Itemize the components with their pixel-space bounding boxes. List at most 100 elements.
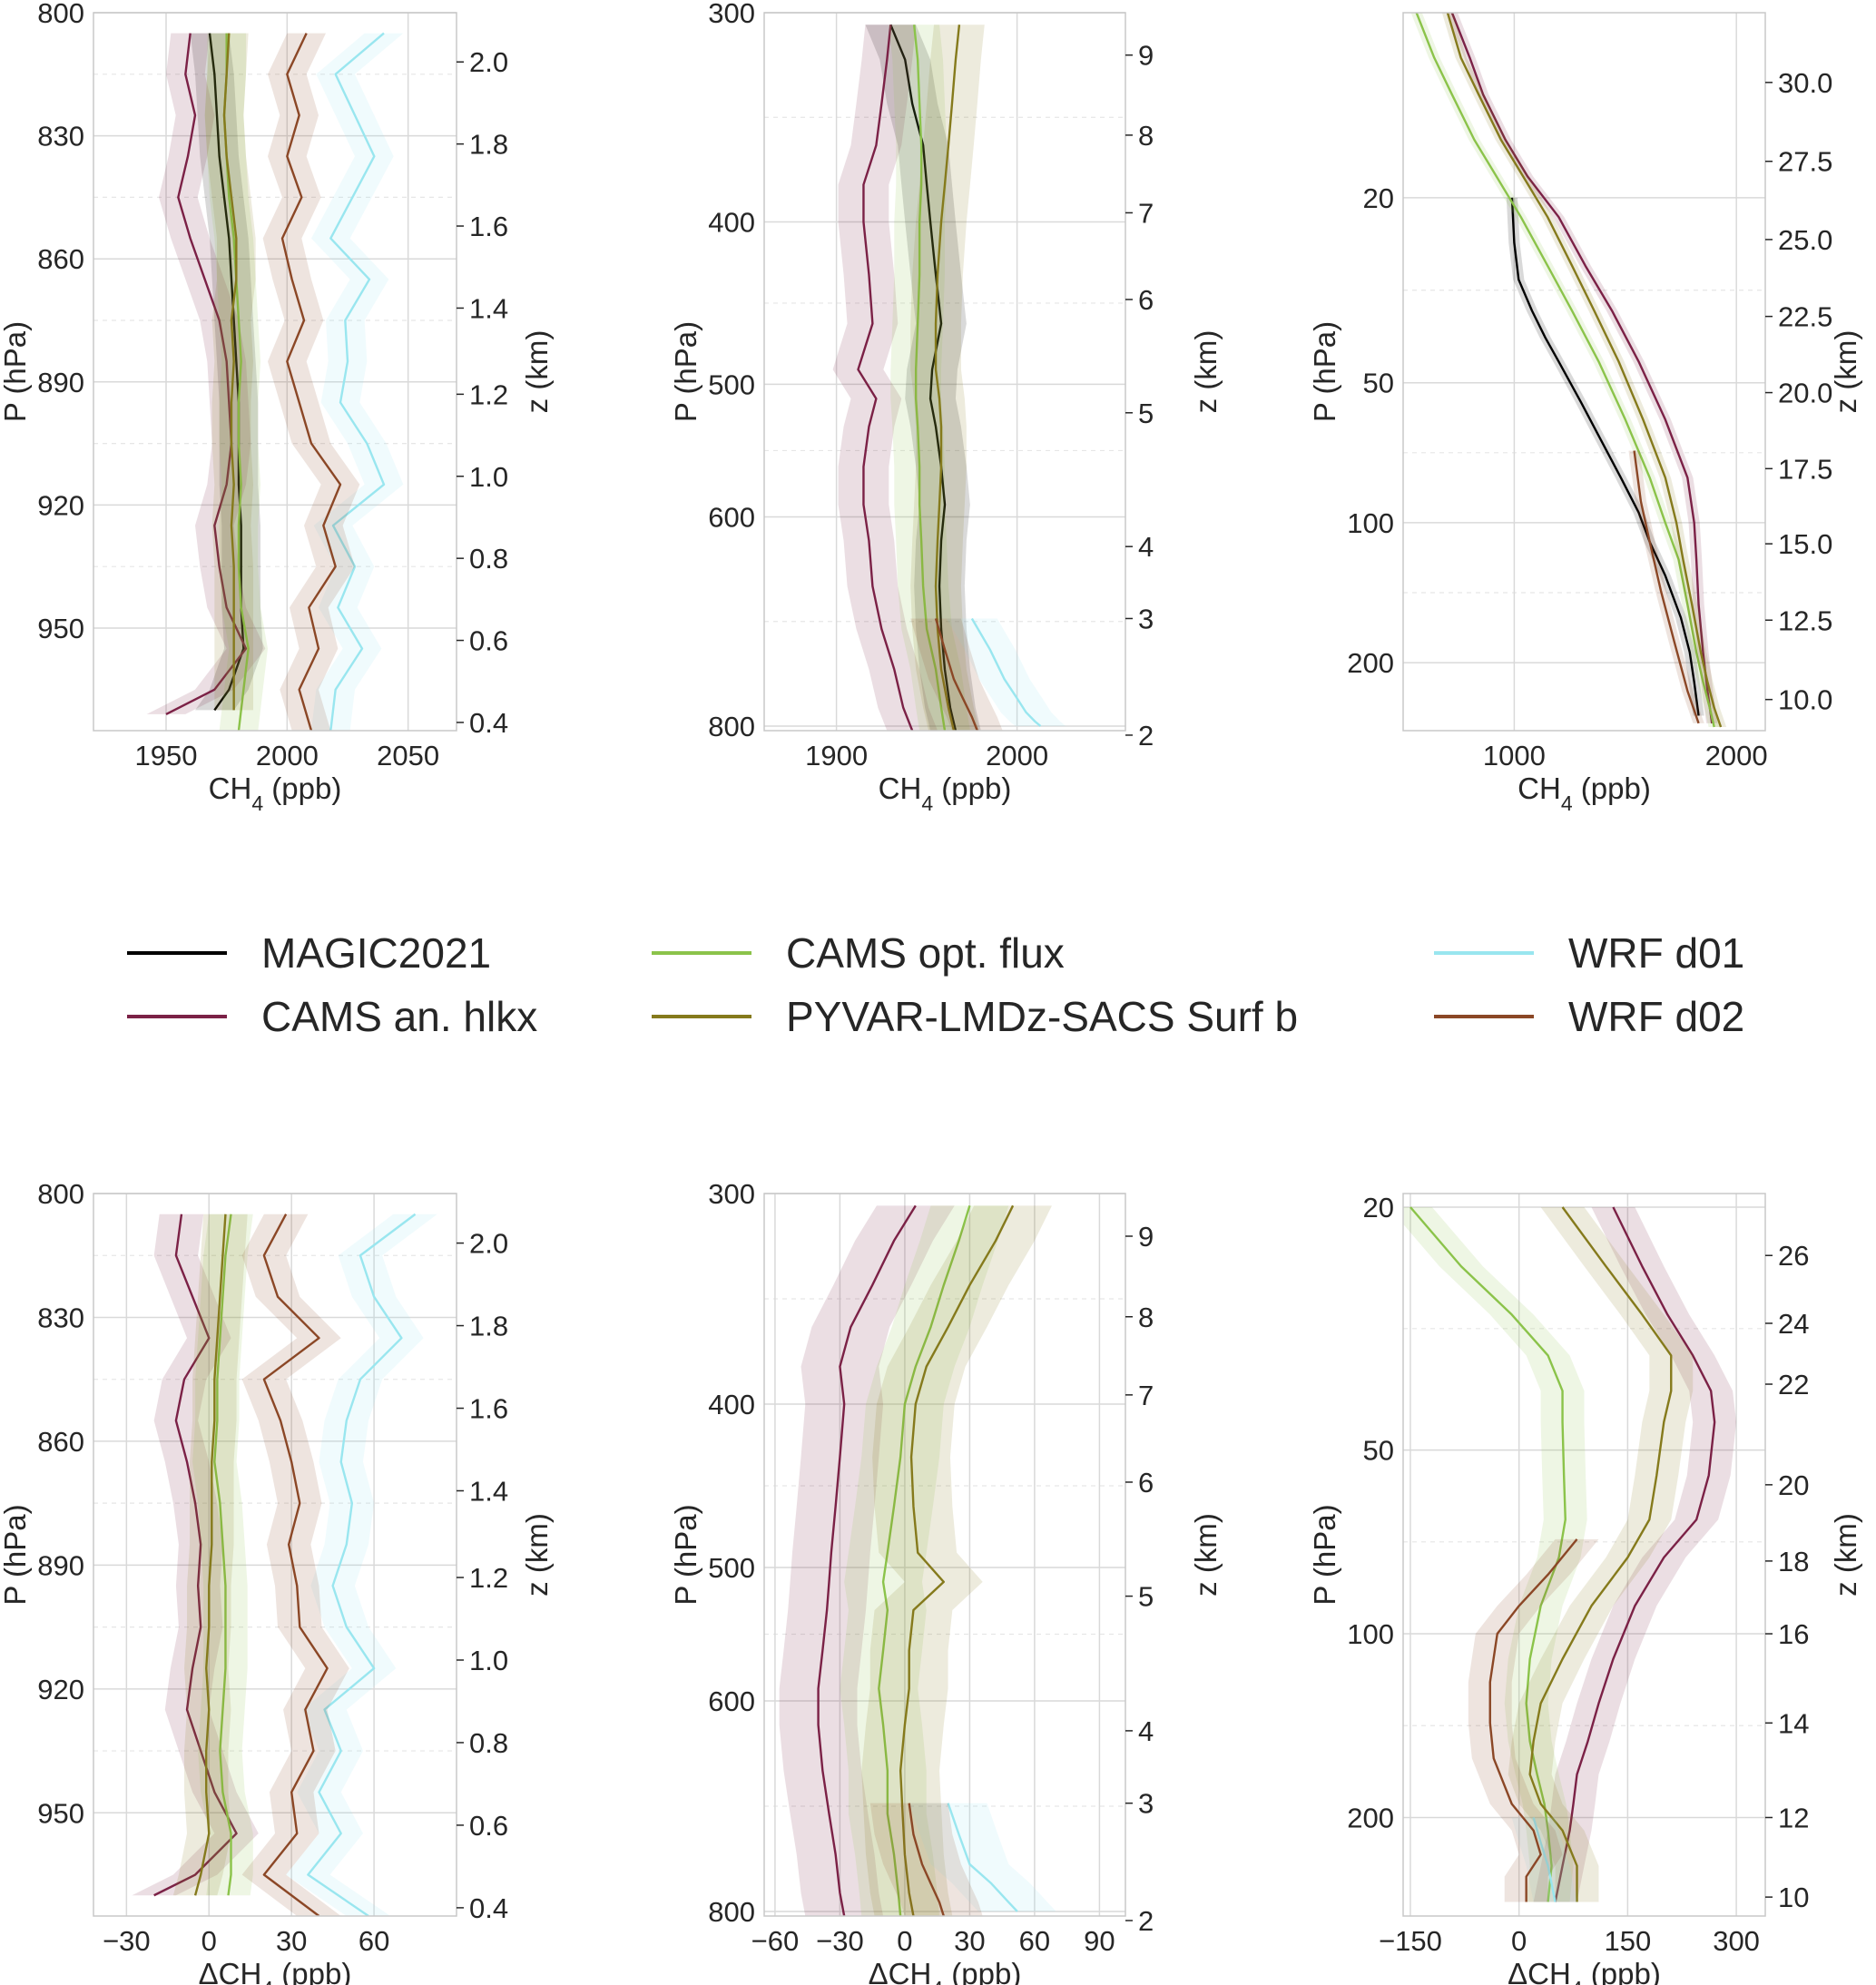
y-tick-label: 830 bbox=[37, 121, 84, 152]
x-ticks: 1950 2000 2050 bbox=[135, 740, 440, 771]
y2-ticks: 9 8 7 6 5 4 3 2 bbox=[1125, 1221, 1154, 1937]
series-line bbox=[1446, 13, 1723, 728]
series-line bbox=[307, 1213, 417, 1916]
uncertainty-band bbox=[910, 618, 1003, 731]
legend-label: WRF d01 bbox=[1568, 929, 1745, 977]
y2-tick-label: 22.5 bbox=[1778, 301, 1832, 333]
y2-tick-label: 2 bbox=[1138, 720, 1154, 752]
y-tick-label: 860 bbox=[37, 1426, 84, 1458]
series-line bbox=[934, 618, 978, 731]
x-tick-label: 90 bbox=[1084, 1925, 1115, 1957]
y2-tick-label: 3 bbox=[1138, 603, 1154, 634]
legend-swatch bbox=[1434, 1015, 1534, 1018]
uncertainty-band bbox=[1441, 13, 1727, 727]
x-tick-label: 60 bbox=[1019, 1925, 1050, 1957]
panel-3: 20 50 100 200 1000 2000 30.0 27.5 25.0 22.5 20.0 17… bbox=[1308, 12, 1862, 815]
minor-grid bbox=[93, 74, 457, 567]
y2-tick-label: 0.6 bbox=[469, 625, 508, 657]
y-tick-label: 200 bbox=[1347, 647, 1394, 679]
y-tick-label: 100 bbox=[1347, 507, 1394, 539]
y2-tick-label: 8 bbox=[1138, 120, 1154, 152]
y-ticks: 800 830 860 890 920 950 bbox=[37, 0, 84, 644]
y-tick-label: 800 bbox=[37, 1178, 84, 1210]
grid bbox=[764, 1193, 1125, 1916]
series-line bbox=[1554, 1206, 1716, 1902]
y-axis-label: P (hPa) bbox=[0, 1504, 32, 1605]
minor-grid bbox=[1403, 1328, 1765, 1726]
series-line bbox=[889, 24, 958, 731]
series-line bbox=[213, 1214, 232, 1896]
legend-item: WRF d01 bbox=[1434, 926, 1744, 980]
panel-1: 800 830 860 890 920 950 1950 2000 2050 2.0 1.8 1.6 1… bbox=[0, 0, 554, 815]
legend-label: WRF d02 bbox=[1568, 993, 1745, 1040]
y-tick-label: 800 bbox=[708, 711, 755, 742]
x-tick-label: 300 bbox=[1713, 1925, 1760, 1957]
uncertainty-band bbox=[286, 1214, 437, 1916]
y2-tick-label: 22 bbox=[1778, 1369, 1809, 1400]
x-ticks: 1900 2000 bbox=[805, 740, 1048, 771]
y2-tick-label: 20 bbox=[1778, 1469, 1809, 1501]
series-group bbox=[132, 1213, 437, 1916]
y2-tick-label: 1.0 bbox=[469, 1645, 508, 1676]
grid bbox=[1403, 1194, 1765, 1916]
y2-tick-label: 1.8 bbox=[469, 1311, 508, 1342]
y-ticks: 800 830 860 890 920 950 bbox=[37, 1178, 84, 1829]
series-line bbox=[280, 33, 342, 731]
minor-grid bbox=[1403, 290, 1765, 594]
series-group bbox=[146, 32, 404, 731]
y2-axis-label: z (km) bbox=[520, 1513, 554, 1597]
y-tick-label: 300 bbox=[708, 1178, 755, 1210]
legend-item: MAGIC2021 bbox=[127, 926, 491, 980]
y2-tick-label: 1.2 bbox=[469, 1562, 508, 1594]
series-line bbox=[817, 1204, 917, 1916]
y-axis-label: P (hPa) bbox=[669, 1504, 702, 1605]
x-tick-label: 2000 bbox=[1705, 740, 1768, 771]
series-line bbox=[153, 1214, 238, 1897]
y2-tick-label: 4 bbox=[1138, 1715, 1154, 1747]
series-line bbox=[1510, 197, 1700, 716]
y2-tick-label: 30.0 bbox=[1778, 67, 1832, 99]
series-line bbox=[1528, 1206, 1673, 1902]
y2-tick-label: 2.0 bbox=[469, 1228, 508, 1260]
y2-tick-label: 0.8 bbox=[469, 1727, 508, 1759]
x-tick-label: 2050 bbox=[377, 740, 439, 771]
uncertainty-band bbox=[1403, 1206, 1587, 1902]
x-axis-label: CH4 (ppb) bbox=[209, 771, 342, 815]
y2-tick-label: 17.5 bbox=[1778, 453, 1832, 485]
series-line bbox=[899, 1204, 1015, 1916]
series-group bbox=[1410, 13, 1727, 728]
y-axis-label: P (hPa) bbox=[669, 321, 702, 422]
y-tick-label: 20 bbox=[1363, 182, 1394, 214]
uncertainty-band bbox=[311, 33, 404, 731]
x-tick-label: 0 bbox=[897, 1925, 912, 1957]
y-tick-label: 800 bbox=[37, 0, 84, 29]
y2-tick-label: 5 bbox=[1138, 1581, 1154, 1613]
uncertainty-band bbox=[779, 1205, 955, 1916]
x-tick-label: −150 bbox=[1379, 1925, 1442, 1957]
y2-tick-label: 15.0 bbox=[1778, 528, 1832, 560]
legend-label: PYVAR-LMDz-SACS Surf b bbox=[786, 993, 1299, 1040]
y2-tick-label: 25.0 bbox=[1778, 224, 1832, 256]
plot-frame bbox=[763, 12, 1126, 732]
y2-tick-label: 10 bbox=[1778, 1882, 1809, 1913]
y2-tick-label: 24 bbox=[1778, 1308, 1809, 1340]
uncertainty-band bbox=[865, 25, 981, 731]
y2-tick-label: 16 bbox=[1778, 1618, 1809, 1650]
y2-tick-label: 0.4 bbox=[469, 707, 508, 739]
series-group bbox=[779, 1204, 1056, 1916]
series-line bbox=[970, 617, 1042, 727]
series-line bbox=[193, 1214, 227, 1896]
grid bbox=[93, 12, 457, 731]
y2-tick-label: 12.5 bbox=[1778, 604, 1832, 636]
y2-ticks: 26 24 22 20 18 16 14 12 10 bbox=[1765, 1240, 1809, 1913]
minor-grid bbox=[764, 1298, 1125, 1807]
legend-label: MAGIC2021 bbox=[261, 929, 492, 977]
y2-tick-label: 6 bbox=[1138, 1467, 1154, 1499]
y2-tick-label: 0.4 bbox=[469, 1892, 508, 1924]
x-tick-label: 150 bbox=[1605, 1925, 1652, 1957]
legend-label: CAMS an. hlkx bbox=[261, 993, 538, 1040]
y2-tick-label: 10.0 bbox=[1778, 684, 1832, 716]
panel-4: 800 830 860 890 920 950 −30 0 30 60 2.0 1.8 1.6 1.4 1.… bbox=[0, 1178, 554, 1985]
x-tick-label: 0 bbox=[201, 1925, 217, 1957]
x-ticks: −30 0 30 60 bbox=[103, 1925, 389, 1957]
